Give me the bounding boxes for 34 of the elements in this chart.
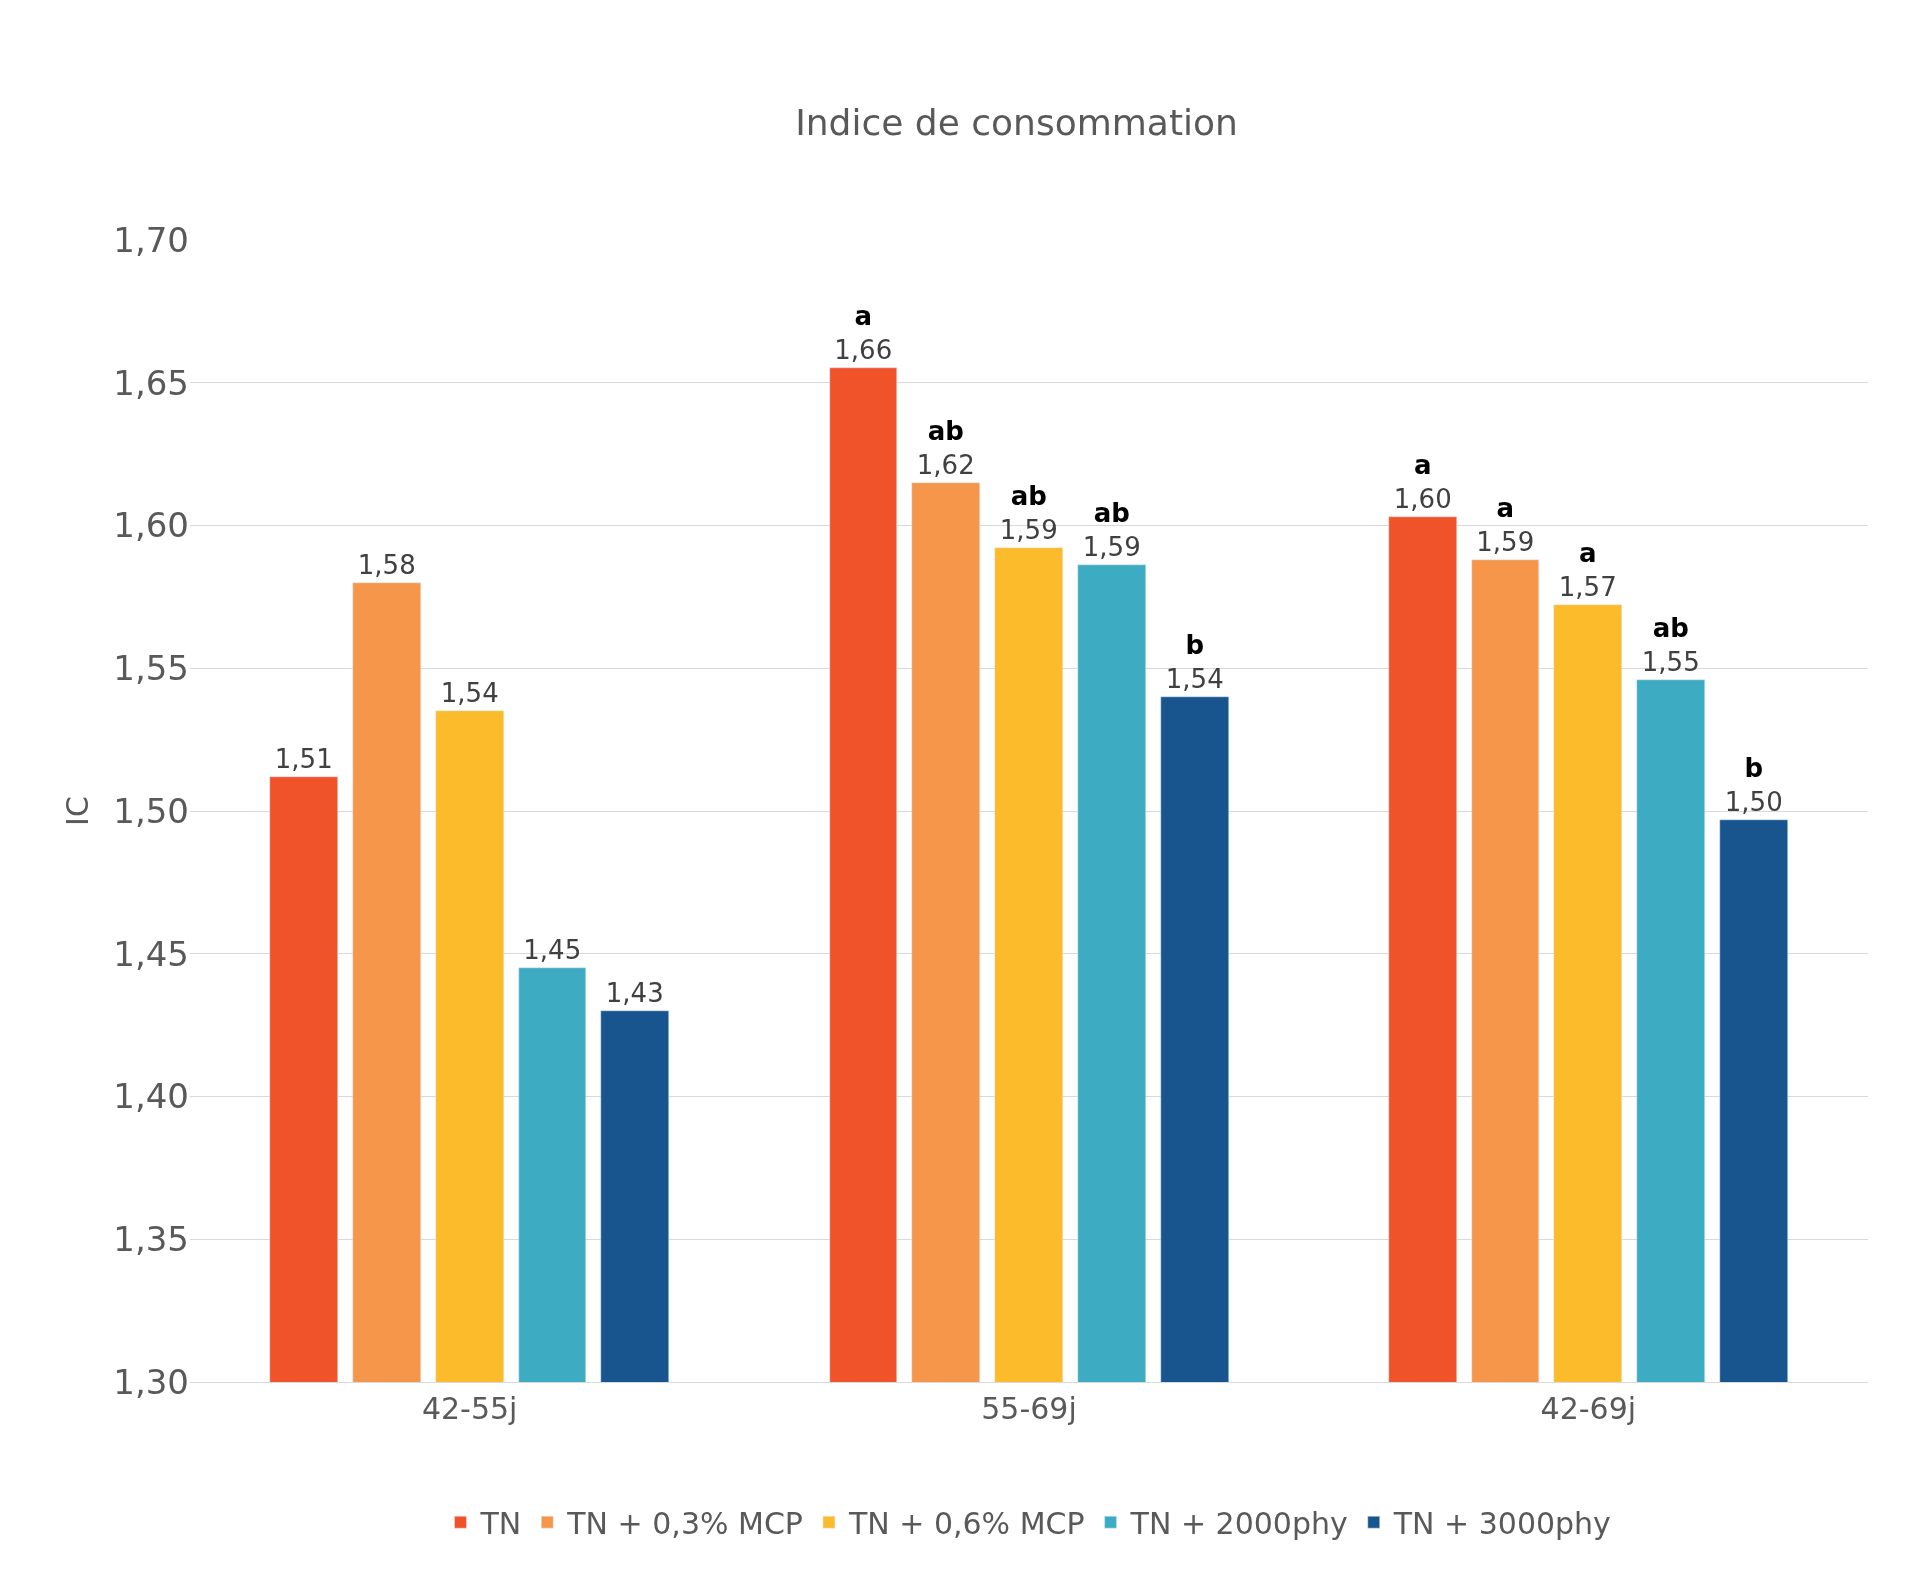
y-tick-label: 1,35 xyxy=(113,1219,189,1260)
data-label: ab 1,62 xyxy=(916,415,975,480)
y-tick-label: 1,40 xyxy=(113,1076,189,1117)
data-label: a 1,66 xyxy=(834,300,893,365)
legend-label: TN + 3000phy xyxy=(1392,1505,1611,1541)
y-tick-label: 1,55 xyxy=(113,648,189,689)
legend-label: TN + 2000phy xyxy=(1129,1505,1348,1541)
y-tick-label: 1,60 xyxy=(113,505,189,546)
legend-label: TN xyxy=(479,1505,522,1541)
x-tick-label: 42-69j xyxy=(1540,1391,1637,1426)
y-axis-title: IC xyxy=(60,796,96,826)
y-tick-label: 1,50 xyxy=(113,790,189,831)
legend-label: TN + 0,3% MCP xyxy=(566,1505,803,1541)
data-label: b 1,50 xyxy=(1724,752,1783,817)
data-label: ab 1,59 xyxy=(999,480,1058,545)
data-label: 1,45 xyxy=(523,934,582,965)
data-label: ab 1,55 xyxy=(1641,612,1700,677)
legend-label: TN + 0,6% MCP xyxy=(847,1505,1085,1541)
x-tick-label: 42-55j xyxy=(421,1391,518,1426)
y-tick-label: 1,30 xyxy=(113,1361,189,1402)
data-label: a 1,60 xyxy=(1393,449,1452,514)
data-label: 1,54 xyxy=(440,677,499,708)
data-label: 1,58 xyxy=(357,549,416,580)
data-label: b 1,54 xyxy=(1165,629,1224,694)
data-label: 1,43 xyxy=(605,977,664,1008)
data-label: 1,51 xyxy=(274,743,333,774)
data-label: ab 1,59 xyxy=(1082,497,1141,562)
y-tick-label: 1,70 xyxy=(113,219,189,260)
y-tick-label: 1,45 xyxy=(113,933,189,974)
y-tick-label: 1,65 xyxy=(113,362,189,403)
x-tick-label: 55-69j xyxy=(981,1391,1077,1426)
chart-title: Indice de consommation xyxy=(795,102,1238,144)
data-label: a 1,59 xyxy=(1476,492,1535,557)
data-label: a 1,57 xyxy=(1558,537,1617,602)
